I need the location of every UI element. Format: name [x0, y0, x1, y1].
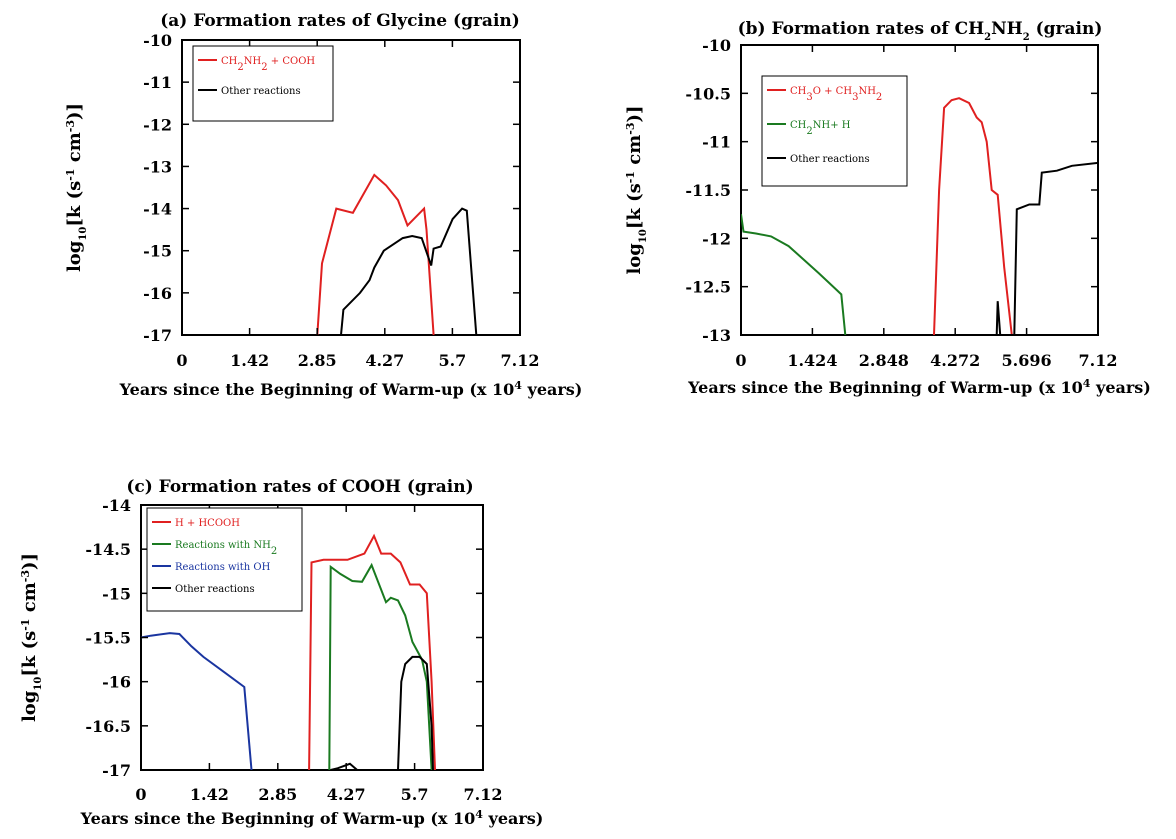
y-tick-label: -12	[702, 229, 731, 248]
y-tick-label: -10.5	[685, 84, 731, 103]
series-line-2	[141, 632, 253, 770]
y-tick-label: -14.5	[85, 540, 131, 559]
x-tick-label: 1.42	[190, 785, 229, 804]
y-tick-label: -15	[102, 584, 131, 603]
legend-entry: H + HCOOH	[175, 518, 240, 529]
chart-panel-2: 0 1.42 2.85 4.27 5.7 7.12 -14 -14.5 -15 -15.5 -16 -…	[19, 477, 544, 828]
x-tick-label: 0	[176, 351, 187, 370]
x-tick-label: 5.7	[438, 351, 466, 370]
x-tick-label: 2.85	[298, 351, 337, 370]
x-tick-label: 4.27	[365, 351, 404, 370]
y-tick-label: -15.5	[85, 629, 131, 648]
legend-entry: CH2NH+ H	[790, 120, 851, 137]
series-line-0	[308, 533, 436, 770]
y-tick-label: -12.5	[685, 278, 731, 297]
x-tick-label: 0	[135, 785, 146, 804]
y-tick-label: -16	[102, 673, 131, 692]
y-tick-label: -13	[143, 157, 172, 176]
x-tick-label: 1.424	[787, 351, 837, 370]
y-tick-label: -16	[143, 284, 172, 303]
y-tick-label: -14	[143, 200, 172, 219]
legend-box	[761, 75, 908, 187]
x-tick-label: 0	[735, 351, 746, 370]
y-axis-label: log10[k (s-1 cm-3)]	[19, 553, 44, 722]
x-tick-label: 4.27	[327, 785, 366, 804]
y-tick-label: -15	[143, 242, 172, 261]
y-tick-label: -12	[143, 115, 172, 134]
legend-box	[146, 507, 303, 612]
y-tick-label: -13	[702, 326, 731, 345]
legend-entry: CH2NH2 + COOH	[221, 56, 315, 73]
legend-entry: Other reactions	[175, 584, 255, 595]
x-tick-label: 1.42	[230, 351, 269, 370]
y-tick-label: -16.5	[85, 717, 131, 736]
legend-entry: Other reactions	[790, 154, 870, 165]
y-tick-label: -17	[143, 326, 172, 345]
legend-box	[192, 45, 334, 122]
chart-title: (a) Formation rates of Glycine (grain)	[160, 11, 520, 31]
legend-entry: CH3O + CH3NH2	[790, 86, 882, 103]
y-tick-label: -14	[102, 496, 131, 515]
x-tick-label: 5.696	[1002, 351, 1052, 370]
x-axis-label: Years since the Beginning of Warm-up (x …	[119, 379, 583, 400]
x-axis-label: Years since the Beginning of Warm-up (x …	[80, 808, 544, 829]
chart-title: (b) Formation rates of CH2NH2 (grain)	[738, 19, 1103, 43]
chart-title: (c) Formation rates of COOH (grain)	[126, 477, 473, 497]
x-tick-label: 7.12	[1079, 351, 1118, 370]
y-axis-label: log10[k (s-1 cm-3)]	[64, 103, 89, 272]
chart-panel-0: 0 1.42 2.85 4.27 5.7 7.12 -10 -11 -12 -13 -14 -15 -1…	[64, 11, 583, 399]
series-line-0	[316, 173, 435, 335]
legend-entry: Other reactions	[221, 86, 301, 97]
series-line-3	[330, 655, 434, 770]
x-tick-label: 2.85	[258, 785, 297, 804]
y-tick-label: -17	[102, 761, 131, 780]
x-tick-label: 2.848	[859, 351, 909, 370]
chart-panel-1: 0 1.424 2.848 4.272 5.696 7.12 -10 -10.5 -11 -11.…	[624, 19, 1151, 397]
series-line-2	[995, 161, 1098, 335]
y-tick-label: -11	[143, 73, 172, 92]
x-tick-label: 7.12	[464, 785, 503, 804]
series-line-1	[741, 214, 847, 335]
x-axis-label: Years since the Beginning of Warm-up (x …	[687, 377, 1151, 398]
y-tick-label: -10	[702, 36, 731, 55]
y-axis-label: log10[k (s-1 cm-3)]	[624, 105, 649, 274]
series-line-0	[933, 97, 1013, 335]
x-tick-label: 4.272	[930, 351, 980, 370]
x-tick-label: 5.7	[401, 785, 429, 804]
legend-entry: Reactions with NH2	[175, 540, 277, 557]
series-line-1	[340, 207, 478, 335]
x-tick-label: 7.12	[501, 351, 540, 370]
plot-frame	[181, 39, 521, 336]
y-tick-label: -10	[143, 31, 172, 50]
series-line-1	[328, 562, 433, 770]
y-tick-label: -11.5	[685, 181, 731, 200]
legend-entry: Reactions with OH	[175, 562, 271, 573]
y-tick-label: -11	[702, 133, 731, 152]
